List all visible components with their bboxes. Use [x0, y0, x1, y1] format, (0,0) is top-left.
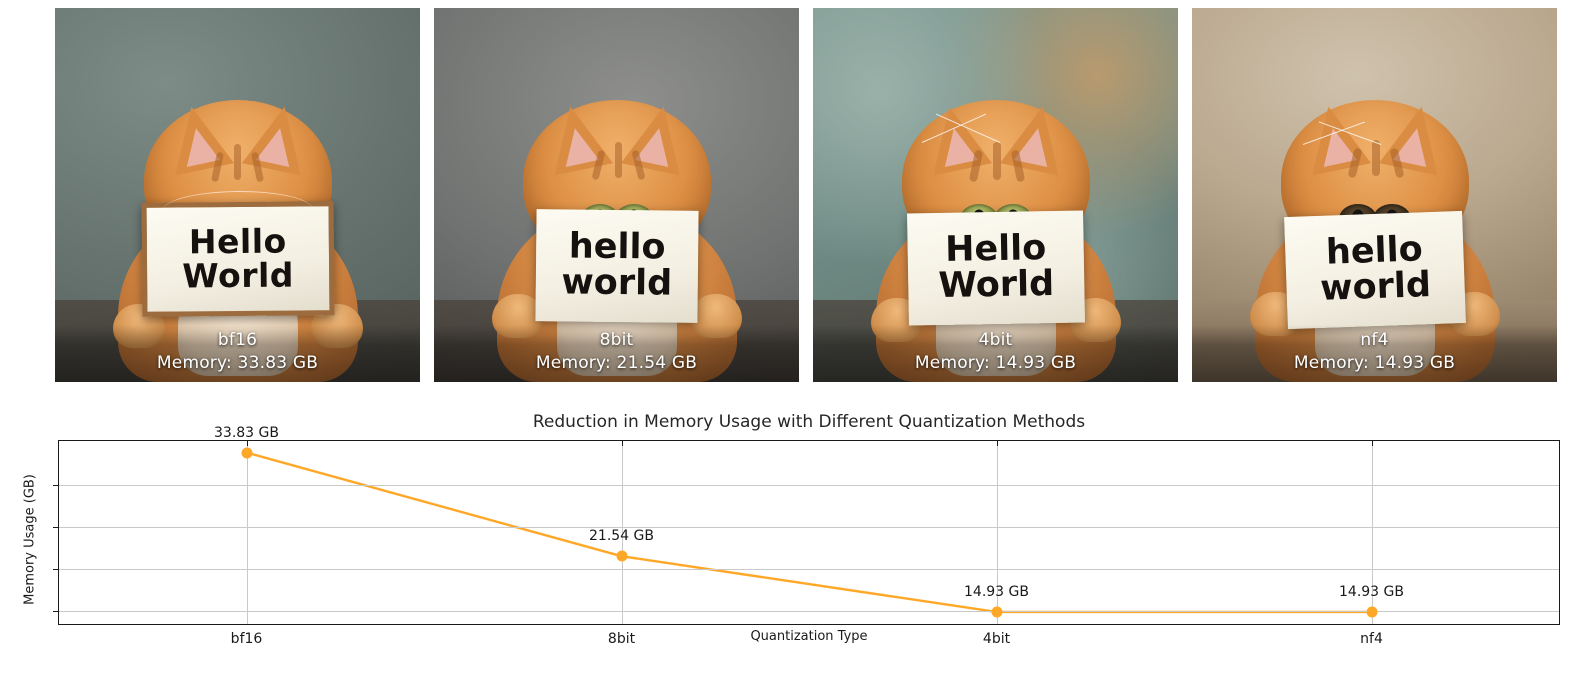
y-tick-mark: [53, 484, 59, 486]
y-axis-label: Memory Usage (GB): [22, 474, 38, 605]
caption-nf4: nf4 Memory: 14.93 GB: [1192, 325, 1557, 382]
sign-line-2: world: [560, 262, 672, 304]
gridline-horizontal: [59, 484, 1559, 486]
data-point-8bit[interactable]: [616, 550, 627, 562]
sign-line-1: Hello: [944, 228, 1047, 271]
caption-quant-label: 4bit: [978, 330, 1013, 351]
caption-memory-label: Memory: 21.54 GB: [535, 352, 698, 373]
gridline-horizontal: [59, 527, 1559, 529]
gridline-horizontal: [59, 569, 1559, 571]
y-tick-mark: [53, 611, 59, 613]
y-tick-mark: [53, 569, 59, 571]
gridline-vertical: [996, 441, 998, 624]
series-line: [246, 451, 1372, 614]
quantization-image-gallery: Hello World bf16 Memory: 33.83 GB: [0, 0, 1589, 382]
gallery-item-8bit[interactable]: hello world 8bit Memory: 21.54 GB: [434, 8, 799, 382]
sign-bf16: Hello World: [141, 190, 334, 317]
memory-usage-chart: Reduction in Memory Usage with Different…: [0, 382, 1589, 688]
caption-quant-label: nf4: [1360, 330, 1389, 351]
data-point-bf16[interactable]: [241, 447, 252, 459]
caption-memory-label: Memory: 14.93 GB: [914, 352, 1077, 373]
x-axis-tick-nf4: nf4: [1360, 631, 1383, 647]
caption-bf16: bf16 Memory: 33.83 GB: [55, 325, 420, 382]
gallery-item-bf16[interactable]: Hello World bf16 Memory: 33.83 GB: [55, 8, 420, 382]
sign-8bit: hello world: [534, 209, 699, 323]
caption-memory-label: Memory: 14.93 GB: [1293, 352, 1456, 373]
sign-line-2: World: [937, 263, 1054, 307]
cat-photo-bf16: Hello World: [55, 8, 420, 382]
caption-8bit: 8bit Memory: 21.54 GB: [434, 325, 799, 382]
x-axis-tick-4bit: 4bit: [982, 631, 1011, 647]
sign-nf4: hello world: [1283, 210, 1466, 330]
sign-line-1: hello: [568, 226, 666, 268]
gallery-item-4bit[interactable]: Hello World 4bit Memory: 14.93 GB: [813, 8, 1178, 382]
data-point-nf4[interactable]: [1366, 606, 1377, 618]
gridline-vertical: [1371, 441, 1373, 624]
gallery-item-nf4[interactable]: hello world nf4 Memory: 14.93 GB: [1192, 8, 1557, 382]
data-label-8bit: 21.54 GB: [589, 528, 654, 545]
data-point-4bit[interactable]: [991, 606, 1002, 618]
x-tick-mark: [1371, 441, 1373, 446]
cat-photo-nf4: hello world: [1192, 8, 1557, 382]
gridline-vertical: [246, 441, 248, 624]
data-label-nf4: 14.93 GB: [1339, 583, 1404, 600]
cat-photo-4bit: Hello World: [813, 8, 1178, 382]
y-tick-mark: [53, 527, 59, 529]
gridline-vertical: [621, 441, 623, 624]
chart-title: Reduction in Memory Usage with Different…: [532, 412, 1086, 432]
caption-quant-label: bf16: [217, 330, 258, 351]
cat-photo-8bit: hello world: [434, 8, 799, 382]
sign-line-2: World: [181, 255, 294, 296]
x-tick-mark: [246, 441, 248, 446]
caption-4bit: 4bit Memory: 14.93 GB: [813, 325, 1178, 382]
caption-memory-label: Memory: 33.83 GB: [156, 352, 319, 373]
data-label-bf16: 33.83 GB: [214, 424, 279, 441]
sign-4bit: Hello World: [906, 210, 1085, 326]
x-tick-mark: [996, 441, 998, 446]
caption-quant-label: 8bit: [599, 330, 634, 351]
sign-line-1: Hello: [188, 221, 287, 262]
x-axis-tick-bf16: bf16: [230, 631, 263, 647]
sign-line-2: world: [1319, 265, 1432, 309]
x-axis-tick-8bit: 8bit: [607, 631, 636, 647]
gridline-horizontal: [59, 611, 1559, 613]
data-label-4bit: 14.93 GB: [964, 583, 1029, 600]
x-tick-mark: [621, 441, 623, 446]
x-axis-label: Quantization Type: [750, 629, 868, 644]
